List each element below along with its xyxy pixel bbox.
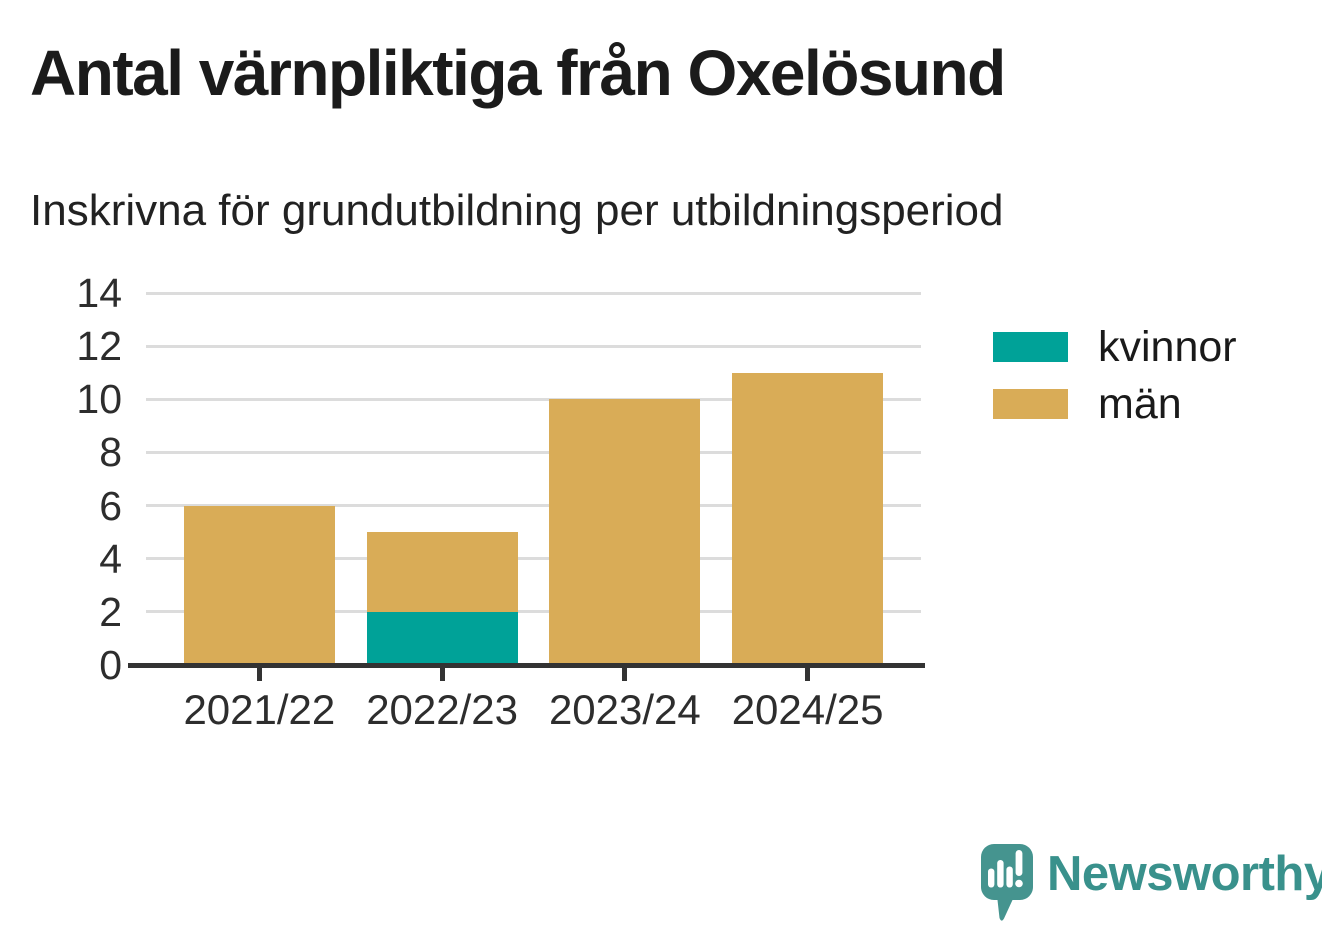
legend-item-kvinnor: kvinnor	[993, 322, 1237, 371]
legend: kvinnor män	[993, 322, 1237, 439]
legend-swatch-kvinnor	[993, 332, 1068, 362]
x-axis-label-2021/22: 2021/22	[183, 686, 336, 733]
bar-2022/23	[366, 293, 518, 665]
x-axis-tick-2024/25	[805, 668, 811, 681]
bar-segment-män-2023/24	[549, 399, 701, 665]
gridline-y6	[146, 504, 921, 508]
bar-segment-män-2022/23	[366, 532, 518, 612]
x-axis-label-2024/25: 2024/25	[731, 686, 884, 733]
legend-item-män: män	[993, 379, 1237, 428]
y-axis-label-8: 8	[99, 429, 122, 476]
legend-label-män: män	[1098, 379, 1182, 428]
newsworthy-speech-bubble-chart-icon	[981, 844, 1033, 921]
legend-label-kvinnor: kvinnor	[1098, 322, 1237, 371]
bar-segment-män-2024/25	[732, 372, 884, 665]
chart-title: Antal värnpliktiga från Oxelösund	[30, 37, 1006, 109]
bar-2023/24	[549, 293, 701, 665]
chart-subtitle: Inskrivna för grundutbildning per utbild…	[30, 186, 1004, 235]
bar-segment-män-2021/22	[183, 505, 335, 665]
newsworthy-logo-text: Newsworthy	[1047, 847, 1322, 901]
gridline-y10	[146, 397, 921, 401]
gridline-y14	[146, 291, 921, 295]
bar-2021/22	[183, 293, 335, 665]
y-axis-label-4: 4	[99, 535, 122, 582]
plot-area	[146, 291, 921, 665]
y-axis-label-10: 10	[76, 376, 122, 423]
legend-swatch-män	[993, 389, 1068, 419]
y-axis-label-6: 6	[99, 482, 122, 529]
x-axis-label-2023/24: 2023/24	[548, 686, 701, 733]
x-axis-line	[128, 663, 925, 668]
y-axis-label-2: 2	[99, 588, 122, 635]
y-axis-label-14: 14	[76, 270, 122, 316]
bar-segment-kvinnor-2022/23	[366, 611, 518, 665]
x-axis-tick-2023/24	[622, 668, 628, 681]
x-axis-tick-2022/23	[439, 668, 445, 681]
y-axis-label-0: 0	[99, 642, 122, 688]
x-axis-label-2022/23: 2022/23	[366, 686, 519, 733]
gridline-y12	[146, 344, 921, 348]
bar-2024/25	[732, 293, 884, 665]
gridline-y2	[146, 610, 921, 614]
gridline-y4	[146, 557, 921, 561]
newsworthy-logo: Newsworthy	[981, 844, 1322, 924]
x-axis-tick-2021/22	[256, 668, 262, 681]
gridline-y8	[146, 450, 921, 454]
y-axis-label-12: 12	[76, 323, 122, 370]
